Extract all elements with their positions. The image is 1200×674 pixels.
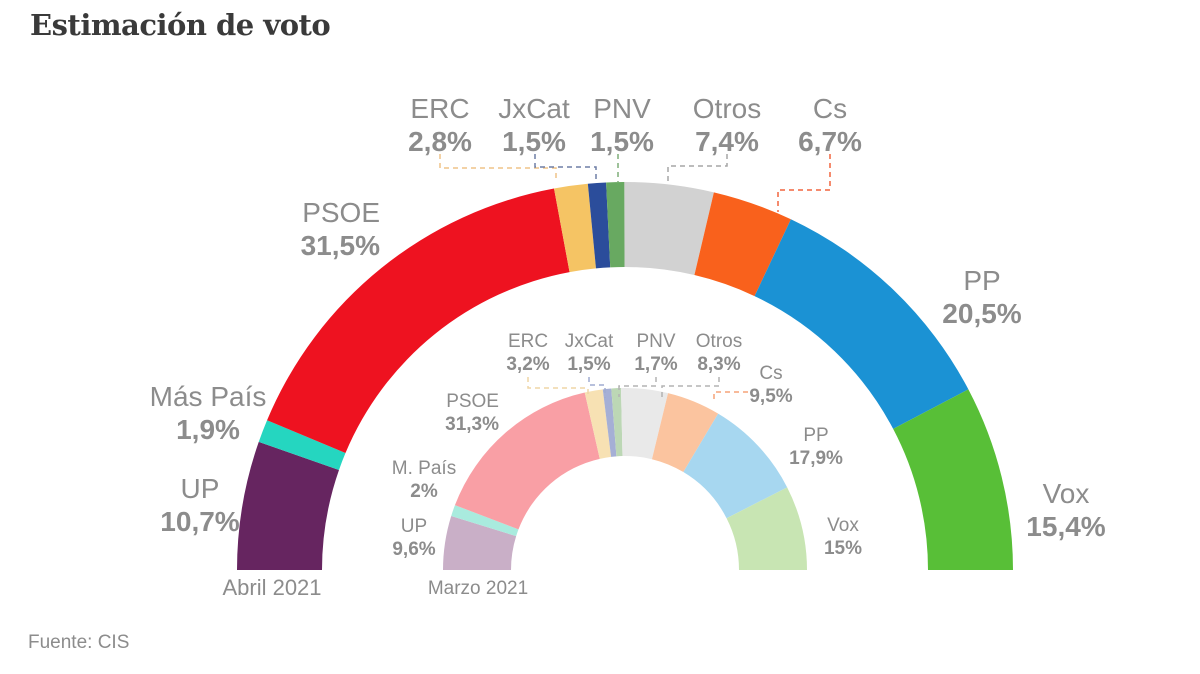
page-title: Estimación de voto xyxy=(30,8,331,42)
period-label-marzo-2021: Marzo 2021 xyxy=(427,578,529,599)
segment-outer-up xyxy=(237,441,339,570)
leader-line-inner-jxcat xyxy=(588,377,606,398)
leader-line-outer-cs xyxy=(777,154,831,212)
segment-inner-pp xyxy=(683,413,788,519)
period-label-abril-2021: Abril 2021 xyxy=(222,575,322,600)
segment-inner-otros xyxy=(621,387,669,460)
segment-inner-cs xyxy=(651,393,719,473)
segment-outer-mas-pais xyxy=(258,420,346,470)
segment-inner-m-pais xyxy=(451,505,519,537)
segment-outer-pnv xyxy=(606,182,625,268)
leader-line-inner-cs xyxy=(713,391,748,402)
leader-line-inner-otros xyxy=(661,377,720,397)
leader-line-outer-otros xyxy=(667,154,728,184)
segment-inner-up xyxy=(443,515,517,570)
segment-inner-jxcat xyxy=(602,388,617,457)
leader-line-inner-erc xyxy=(527,377,589,397)
segment-inner-pnv xyxy=(611,388,623,457)
segment-outer-otros xyxy=(624,181,714,276)
segment-outer-vox xyxy=(893,389,1013,570)
source-note: Fuente: CIS xyxy=(28,632,130,653)
segment-outer-psoe xyxy=(267,188,570,454)
leader-line-outer-erc xyxy=(439,154,557,181)
segment-inner-erc xyxy=(584,389,612,459)
segment-inner-vox xyxy=(726,487,807,570)
segment-outer-cs xyxy=(694,192,791,297)
leader-line-inner-pnv xyxy=(618,377,657,397)
leader-line-outer-jxcat xyxy=(534,154,597,180)
segment-outer-pp xyxy=(754,219,969,429)
segment-outer-erc xyxy=(554,183,596,273)
segment-outer-jxcat xyxy=(587,182,611,269)
segment-inner-psoe xyxy=(454,392,600,530)
